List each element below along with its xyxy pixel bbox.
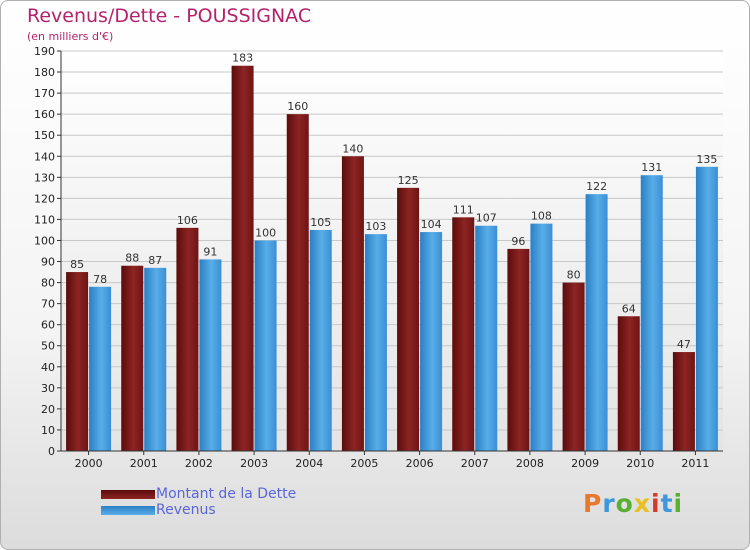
bar-debt-2006 bbox=[397, 187, 420, 451]
data-label-revenue-2005: 103 bbox=[365, 220, 386, 233]
x-tick-label: 2002 bbox=[185, 457, 213, 470]
y-tick-label: 150 bbox=[34, 129, 55, 142]
y-tick-label: 110 bbox=[34, 213, 55, 226]
y-tick-label: 160 bbox=[34, 108, 55, 121]
legend-swatch-revenue bbox=[101, 506, 155, 515]
y-tick-label: 90 bbox=[41, 256, 55, 269]
logo-letter: r bbox=[602, 489, 616, 518]
x-tick-label: 2007 bbox=[461, 457, 489, 470]
data-label-debt-2008: 96 bbox=[511, 235, 525, 248]
bar-debt-2002 bbox=[176, 227, 199, 451]
logo-letter: o bbox=[615, 489, 634, 518]
data-label-revenue-2002: 91 bbox=[203, 245, 217, 258]
logo-letter: i bbox=[673, 489, 684, 518]
y-tick-label: 120 bbox=[34, 192, 55, 205]
bar-revenue-2005 bbox=[364, 234, 387, 451]
logo-letter: x bbox=[633, 489, 651, 518]
bar-debt-2007 bbox=[452, 217, 475, 451]
logo-letter: i bbox=[651, 489, 661, 518]
legend-label-debt: Montant de la Dette bbox=[156, 486, 297, 502]
x-tick-label: 2003 bbox=[240, 457, 268, 470]
bar-revenue-2011 bbox=[695, 166, 718, 451]
y-tick-label: 80 bbox=[41, 277, 55, 290]
data-label-revenue-2008: 108 bbox=[531, 210, 552, 223]
x-tick-label: 2006 bbox=[406, 457, 434, 470]
bar-debt-2009 bbox=[562, 282, 585, 451]
data-label-debt-2011: 47 bbox=[677, 338, 691, 351]
bar-debt-2003 bbox=[231, 65, 254, 451]
y-tick-label: 0 bbox=[48, 445, 55, 458]
bar-revenue-2010 bbox=[640, 175, 663, 452]
data-label-revenue-2007: 107 bbox=[476, 212, 497, 225]
bar-revenue-2002 bbox=[199, 259, 222, 451]
data-label-revenue-2004: 105 bbox=[310, 216, 331, 229]
data-label-debt-2003: 183 bbox=[232, 52, 253, 65]
bar-debt-2005 bbox=[341, 156, 364, 451]
x-tick-label: 2004 bbox=[295, 457, 323, 470]
data-label-revenue-2009: 122 bbox=[586, 180, 607, 193]
bar-debt-2010 bbox=[617, 316, 640, 451]
data-label-revenue-2001: 87 bbox=[148, 254, 162, 267]
x-tick-label: 2010 bbox=[626, 457, 654, 470]
x-tick-label: 2005 bbox=[350, 457, 378, 470]
data-label-debt-2007: 111 bbox=[453, 203, 474, 216]
plot-area bbox=[61, 51, 723, 451]
bar-debt-2000 bbox=[66, 272, 89, 451]
y-tick-label: 140 bbox=[34, 150, 55, 163]
bar-debt-2008 bbox=[507, 248, 530, 451]
bar-debt-2001 bbox=[121, 265, 144, 451]
legend-swatch-debt bbox=[101, 490, 155, 499]
legend-label-revenue: Revenus bbox=[156, 502, 216, 518]
data-label-debt-2001: 88 bbox=[125, 252, 139, 265]
data-label-debt-2005: 140 bbox=[342, 142, 363, 155]
y-tick-label: 180 bbox=[34, 66, 55, 79]
data-label-revenue-2003: 100 bbox=[255, 226, 276, 239]
x-tick-label: 2000 bbox=[75, 457, 103, 470]
data-label-revenue-2011: 135 bbox=[696, 153, 717, 166]
data-label-revenue-2000: 78 bbox=[93, 273, 107, 286]
logo-letter: P bbox=[583, 489, 603, 518]
data-label-debt-2006: 125 bbox=[398, 174, 419, 187]
bar-revenue-2008 bbox=[530, 223, 553, 451]
bar-debt-2011 bbox=[672, 352, 695, 451]
x-tick-label: 2009 bbox=[571, 457, 599, 470]
proxiti-logo: Proxiti bbox=[583, 489, 683, 518]
data-label-debt-2009: 80 bbox=[567, 269, 581, 282]
y-tick-label: 30 bbox=[41, 382, 55, 395]
data-label-debt-2004: 160 bbox=[287, 100, 308, 113]
logo-letter: t bbox=[660, 489, 674, 518]
y-tick-label: 60 bbox=[41, 319, 55, 332]
y-tick-label: 10 bbox=[41, 424, 55, 437]
x-tick-label: 2011 bbox=[681, 457, 709, 470]
data-label-debt-2002: 106 bbox=[177, 214, 198, 227]
chart-title: Revenus/Dette - POUSSIGNAC bbox=[27, 5, 312, 27]
y-tick-label: 170 bbox=[34, 87, 55, 100]
y-tick-label: 190 bbox=[34, 45, 55, 58]
y-tick-label: 50 bbox=[41, 340, 55, 353]
y-tick-label: 20 bbox=[41, 403, 55, 416]
bar-revenue-2006 bbox=[420, 232, 443, 451]
bar-revenue-2001 bbox=[144, 267, 167, 451]
x-tick-label: 2001 bbox=[130, 457, 158, 470]
bar-revenue-2009 bbox=[585, 194, 608, 451]
bar-revenue-2004 bbox=[309, 229, 332, 451]
bar-debt-2004 bbox=[286, 114, 309, 451]
chart-subtitle: (en milliers d'€) bbox=[27, 30, 114, 43]
y-tick-label: 100 bbox=[34, 234, 55, 247]
bar-revenue-2003 bbox=[254, 240, 277, 451]
data-label-revenue-2010: 131 bbox=[641, 161, 662, 174]
data-label-debt-2000: 85 bbox=[70, 258, 84, 271]
data-label-revenue-2006: 104 bbox=[421, 218, 442, 231]
y-tick-label: 40 bbox=[41, 361, 55, 374]
bar-revenue-2000 bbox=[89, 286, 112, 451]
y-tick-label: 70 bbox=[41, 298, 55, 311]
data-label-debt-2010: 64 bbox=[622, 302, 636, 315]
bar-revenue-2007 bbox=[475, 225, 498, 451]
x-tick-label: 2008 bbox=[516, 457, 544, 470]
y-tick-label: 130 bbox=[34, 171, 55, 184]
